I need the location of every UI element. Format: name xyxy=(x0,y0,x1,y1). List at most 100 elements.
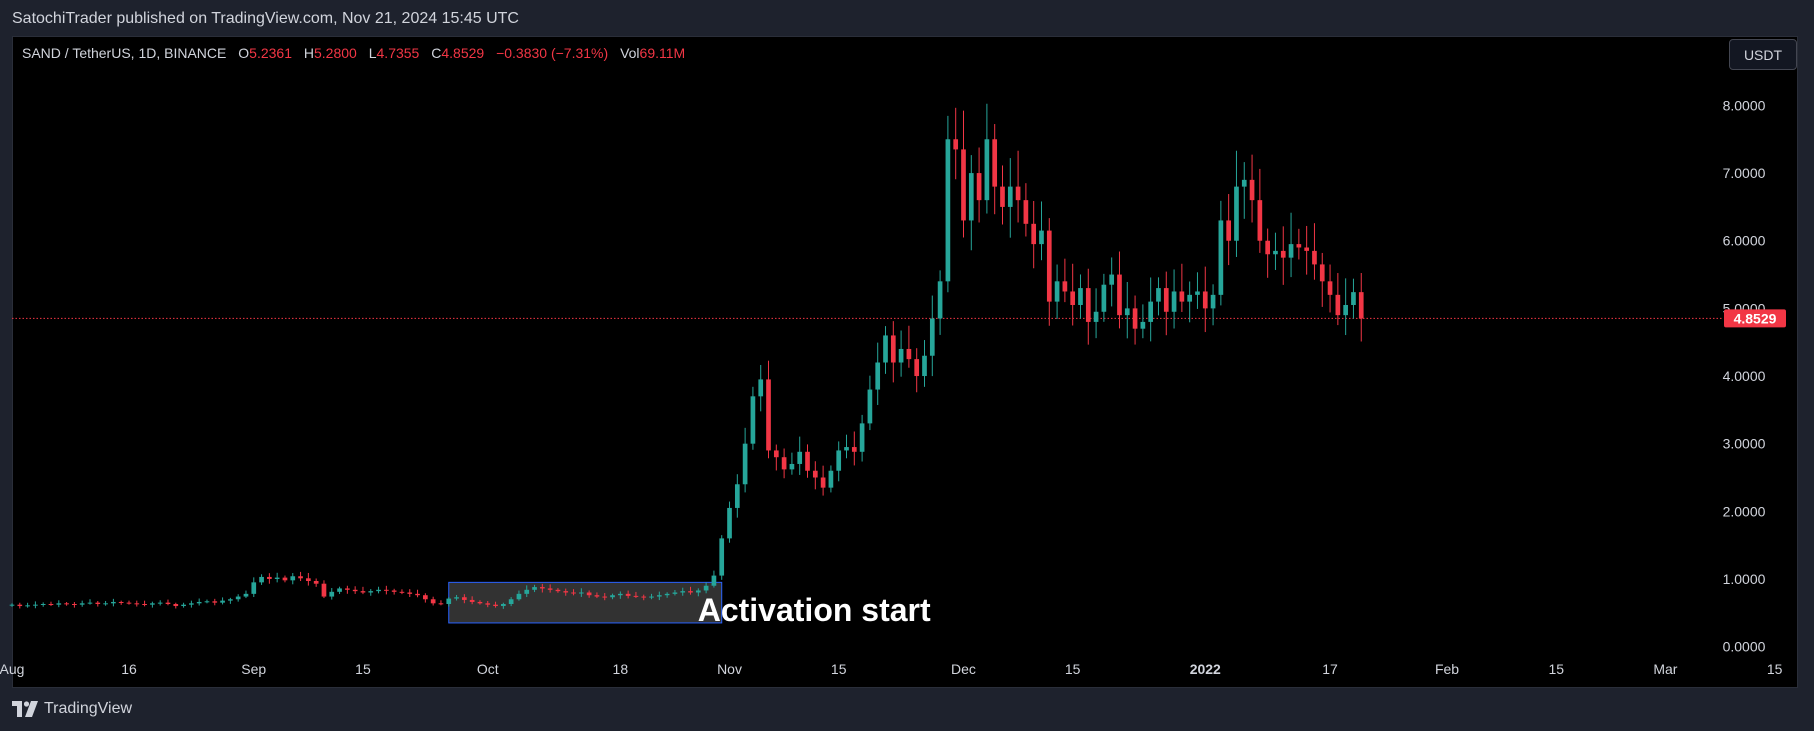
candle-body xyxy=(189,603,194,605)
candle-body xyxy=(820,477,826,488)
candle-body xyxy=(1296,244,1302,248)
symbol-name[interactable]: SAND / TetherUS, 1D, BINANCE xyxy=(22,45,227,61)
footer-bar xyxy=(0,688,1814,731)
candle-body xyxy=(235,596,241,600)
activation-zone-box[interactable] xyxy=(448,581,723,624)
candle-body xyxy=(17,604,23,607)
candle-body xyxy=(157,602,163,604)
candle-body xyxy=(773,450,779,458)
candle-body xyxy=(797,451,803,464)
candles-group xyxy=(9,103,1364,609)
candle-body xyxy=(501,604,506,607)
candle-body xyxy=(1000,186,1005,207)
candle-body xyxy=(836,450,842,471)
y-tick-label: 0.0000 xyxy=(1723,639,1766,655)
candle-body xyxy=(1023,200,1029,224)
candle-body xyxy=(906,348,912,360)
candle-body xyxy=(212,601,218,603)
candle-body xyxy=(1273,250,1278,255)
candle-body xyxy=(1109,274,1115,285)
candle-body xyxy=(150,603,155,605)
candle-body xyxy=(1265,240,1270,255)
candle-body xyxy=(462,597,467,600)
candle-body xyxy=(306,578,311,581)
candle-body xyxy=(1171,291,1177,312)
x-tick-label: Sep xyxy=(241,661,266,677)
volume-value: 69.11M xyxy=(639,45,686,61)
candle-body xyxy=(1062,281,1068,292)
candle-body xyxy=(56,603,62,605)
candle-body xyxy=(111,601,116,604)
candle-body xyxy=(789,463,795,470)
candle-body xyxy=(750,396,756,444)
x-tick-label: Nov xyxy=(717,661,742,677)
candle-body xyxy=(64,603,69,605)
candle-body xyxy=(1312,250,1317,265)
tradingview-brand[interactable]: TradingView xyxy=(12,700,132,718)
candle-body xyxy=(345,588,350,590)
candle-body xyxy=(25,605,30,607)
candle-body xyxy=(1335,294,1341,316)
low-label: L xyxy=(368,45,377,61)
symbol-legend[interactable]: SAND / TetherUS, 1D, BINANCE O5.2361 H5.… xyxy=(22,45,685,61)
candle-body xyxy=(766,379,771,451)
x-tick-label: 15 xyxy=(1767,661,1783,677)
candle-body xyxy=(407,592,413,594)
candle-body xyxy=(1101,284,1107,312)
candle-body xyxy=(243,593,249,597)
candle-body xyxy=(625,593,631,596)
publisher-text: SatochiTrader published on TradingView.c… xyxy=(12,10,519,27)
candle-body xyxy=(1257,200,1263,241)
candle-body xyxy=(196,601,202,604)
candle-body xyxy=(438,603,444,605)
y-axis[interactable]: 8.00007.00006.00005.00004.00003.00002.00… xyxy=(1723,97,1766,654)
low-value: 4.7355 xyxy=(376,45,420,61)
candle-body xyxy=(851,447,857,452)
candle-body xyxy=(290,576,296,581)
candle-body xyxy=(937,281,943,319)
candle-body xyxy=(890,335,896,363)
x-tick-label: Mar xyxy=(1653,661,1677,677)
candle-body xyxy=(664,593,670,596)
y-tick-label: 3.0000 xyxy=(1723,436,1766,452)
candle-body xyxy=(641,596,647,598)
candle-body xyxy=(1351,292,1356,305)
candle-body xyxy=(142,604,147,605)
x-axis[interactable]: Aug 16 Sep 15 Oct 18 Nov 15 Dec 15 2022 17 Feb 15 Mar 1… xyxy=(0,661,1783,677)
candle-body xyxy=(103,603,108,605)
candle-body xyxy=(1343,305,1348,316)
candle-body xyxy=(165,602,171,604)
candle-body xyxy=(33,604,38,606)
candle-body xyxy=(368,591,374,593)
candle-body xyxy=(547,588,553,590)
candle-body xyxy=(384,589,389,591)
candle-body xyxy=(118,601,124,603)
high-label: H xyxy=(303,45,314,61)
candle-body xyxy=(532,587,537,590)
candle-body xyxy=(1070,291,1076,305)
candle-body xyxy=(680,591,686,593)
candle-body xyxy=(695,590,701,593)
currency-button[interactable]: USDT xyxy=(1729,39,1797,70)
candle-body xyxy=(1163,288,1169,312)
volume-label: Vol xyxy=(620,45,640,61)
candle-body xyxy=(1327,281,1333,295)
x-tick-label: Feb xyxy=(1435,661,1459,677)
candle-body xyxy=(734,484,740,508)
candle-body xyxy=(477,601,483,604)
candle-body xyxy=(524,589,530,594)
y-tick-label: 1.0000 xyxy=(1723,571,1766,587)
candle-body xyxy=(360,591,366,593)
candle-body xyxy=(329,591,335,597)
candle-body xyxy=(1288,244,1294,258)
x-tick-label: 15 xyxy=(1548,661,1564,677)
candle-body xyxy=(703,585,709,591)
candle-body xyxy=(859,423,865,452)
candle-body xyxy=(781,457,787,470)
candle-body xyxy=(1234,186,1239,241)
candle-body xyxy=(945,139,951,282)
candle-body xyxy=(929,318,935,356)
candle-body xyxy=(727,507,732,539)
activation-start-label[interactable]: Activation start xyxy=(698,592,931,628)
